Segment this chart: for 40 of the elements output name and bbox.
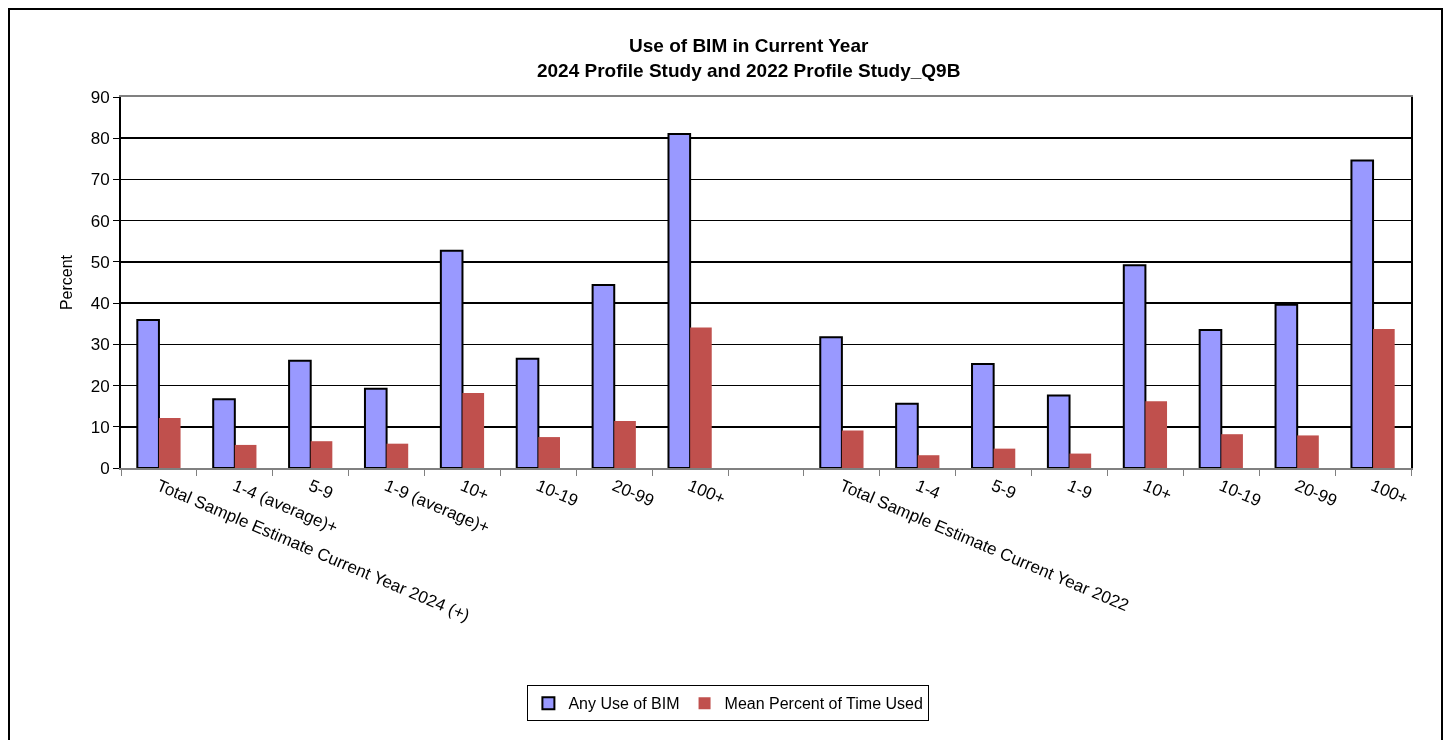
x-tick-label: 100+	[685, 475, 728, 509]
y-tick-label: 80	[90, 129, 110, 149]
x-tick-label: 100+	[1368, 475, 1411, 509]
bar	[1069, 453, 1092, 468]
bar	[158, 418, 181, 468]
x-tick-label: 1-9	[1064, 475, 1095, 504]
bar	[993, 448, 1016, 468]
y-tick-label: 70	[90, 170, 110, 190]
x-tick-label: 20-99	[609, 475, 657, 511]
y-tick-label: 20	[90, 376, 110, 396]
legend-label: Mean Percent of Time Used	[724, 695, 923, 713]
bar	[917, 455, 940, 468]
bar	[1145, 401, 1168, 468]
y-tick-label: 0	[100, 458, 110, 478]
y-tick-label: 50	[90, 252, 110, 272]
x-tick-label: 10-19	[1216, 475, 1264, 511]
bar	[841, 430, 864, 468]
x-tick-label: 10-19	[533, 475, 581, 511]
legend-label: Any Use of BIM	[568, 695, 680, 713]
bar	[690, 327, 712, 468]
bar	[1221, 434, 1243, 468]
y-axis-title: Percent	[58, 254, 76, 311]
bar	[1297, 435, 1319, 468]
bar	[1373, 329, 1395, 468]
x-tick-label: 20-99	[1292, 475, 1340, 511]
y-tick-label: 30	[90, 335, 110, 355]
y-tick-label: 10	[90, 417, 110, 437]
chart-title: Use of BIM in Current Year 2024 Profile Study and 2022 Profile Study_Q9B	[537, 34, 961, 81]
bar	[614, 421, 636, 468]
x-tick-label: 5-9	[988, 475, 1019, 504]
y-tick-label: 90	[90, 87, 110, 107]
bar	[538, 437, 560, 468]
bar	[310, 441, 333, 468]
bar	[234, 444, 257, 468]
bar	[462, 392, 485, 468]
y-tick-label: 60	[90, 211, 110, 231]
x-tick-label: 1-4	[912, 475, 943, 504]
x-tick-label: 10+	[1140, 475, 1175, 505]
y-tick-label: 40	[90, 294, 110, 314]
bar	[386, 443, 409, 468]
